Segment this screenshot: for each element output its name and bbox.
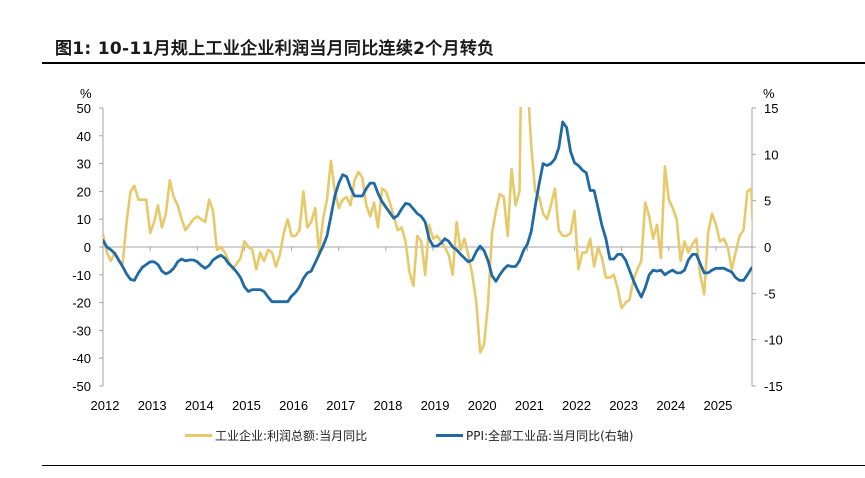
legend-label-profit: 工业企业:利润总额:当月同比 <box>215 429 368 443</box>
left-axis-tick-label: 0 <box>84 240 91 255</box>
series-profit <box>103 107 752 354</box>
left-axis-tick-label: -30 <box>72 323 91 338</box>
right-axis-tick-label: -5 <box>764 286 776 301</box>
right-axis-tick-label: 15 <box>764 101 778 116</box>
x-axis-tick-label: 2012 <box>91 398 120 413</box>
x-axis-tick-label: 2023 <box>609 398 638 413</box>
left-axis-tick-label: -10 <box>72 268 91 283</box>
bottom-rule <box>42 465 865 466</box>
legend-swatch-ppi <box>436 434 463 437</box>
legend-item-ppi[interactable]: PPI:全部工业品:当月同比(右轴) <box>436 427 633 444</box>
series-line-ppi <box>103 120 752 304</box>
right-axis-tick-label: -15 <box>764 379 783 394</box>
left-axis-unit: % <box>80 86 92 101</box>
left-axis-tick-label: 20 <box>77 184 91 199</box>
left-axis-tick-label: 10 <box>77 212 91 227</box>
right-axis-tick-label: 10 <box>764 147 778 162</box>
left-axis-tick-label: -50 <box>72 379 91 394</box>
axes-group: % %50403020100-10-20-30-40-50151050-5-10-… <box>72 86 783 413</box>
series-ppi <box>103 120 752 304</box>
left-axis-tick-label: 40 <box>77 129 91 144</box>
x-axis-tick-label: 2013 <box>138 398 167 413</box>
x-axis-tick-label: 2020 <box>468 398 497 413</box>
right-axis-tick-label: -10 <box>764 333 783 348</box>
left-axis-tick-label: 30 <box>77 157 91 172</box>
x-axis-tick-label: 2018 <box>373 398 402 413</box>
series-line-profit <box>103 107 752 354</box>
x-axis-tick-label: 2017 <box>326 398 355 413</box>
right-axis-unit: % <box>763 86 775 101</box>
x-axis-tick-label: 2024 <box>656 398 685 413</box>
x-axis-tick-label: 2014 <box>185 398 214 413</box>
x-axis-tick-label: 2016 <box>279 398 308 413</box>
legend-swatch-profit <box>185 434 212 437</box>
legend-item-profit[interactable]: 工业企业:利润总额:当月同比 <box>185 427 367 444</box>
right-axis-tick-label: 0 <box>764 240 771 255</box>
right-axis-tick-label: 5 <box>764 194 771 209</box>
legend-label-ppi: PPI:全部工业品:当月同比(右轴) <box>466 429 634 443</box>
x-axis-tick-label: 2015 <box>232 398 261 413</box>
legend: 工业企业:利润总额:当月同比 PPI:全部工业品:当月同比(右轴) <box>0 427 865 447</box>
left-axis-tick-label: -20 <box>72 296 91 311</box>
x-axis-tick-label: 2022 <box>562 398 591 413</box>
x-axis-tick-label: 2021 <box>515 398 544 413</box>
x-axis-tick-label: 2025 <box>703 398 732 413</box>
figure-title: 图1: 10-11月规上工业企业利润当月同比连续2个月转负 <box>55 39 495 59</box>
title-underline <box>42 62 865 64</box>
left-axis-tick-label: 50 <box>77 101 91 116</box>
left-axis-tick-label: -40 <box>72 351 91 366</box>
series-layer <box>103 107 752 354</box>
x-axis-tick-label: 2019 <box>421 398 450 413</box>
